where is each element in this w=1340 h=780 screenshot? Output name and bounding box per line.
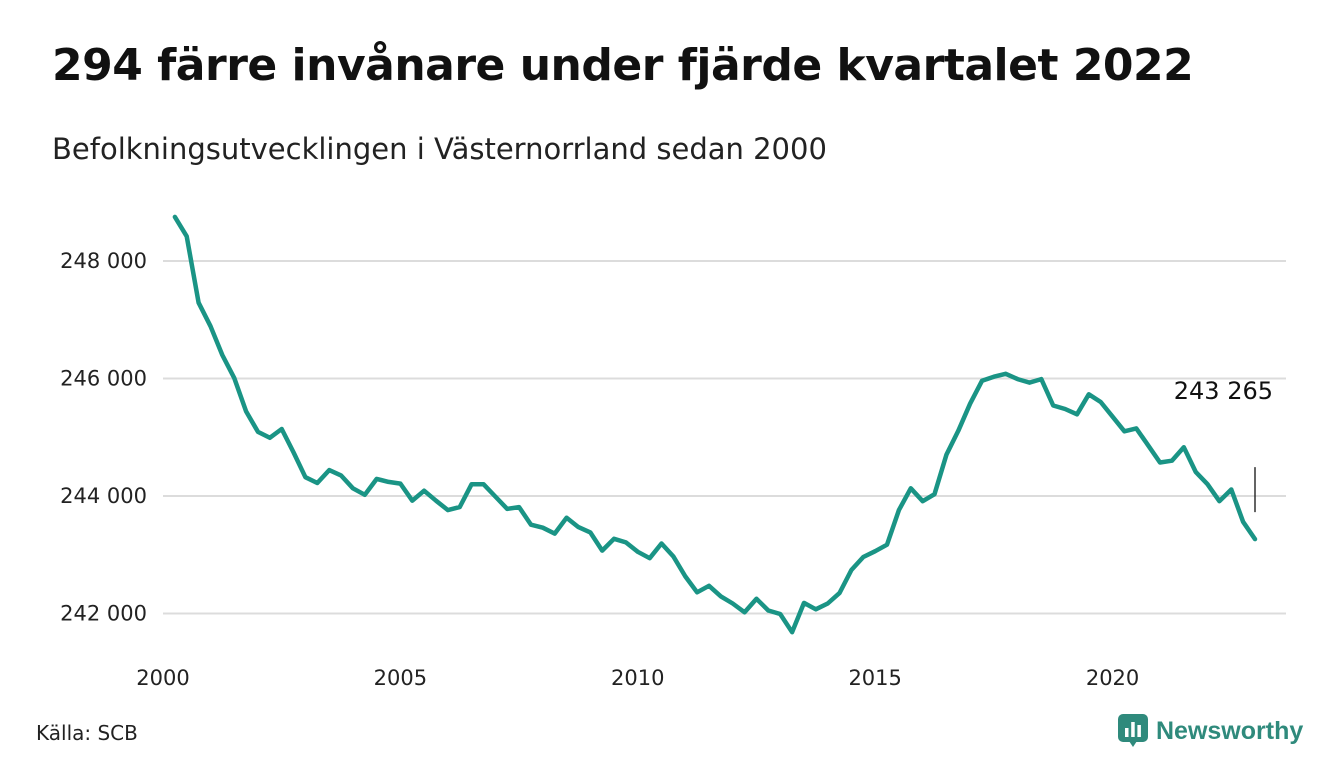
x-tick-label: 2015	[848, 666, 901, 690]
gridlines	[163, 259, 1286, 615]
x-tick-label: 2005	[374, 666, 427, 690]
x-axis-ticks: 2000 2005 2010 2015 2020	[136, 666, 1139, 690]
series-line	[172, 214, 1258, 635]
y-tick-label: 246 000	[60, 366, 147, 390]
y-tick-label: 244 000	[60, 484, 147, 508]
source-label: Källa: SCB	[36, 721, 138, 745]
brand-logo[interactable]: Newsworthy	[1118, 714, 1303, 748]
x-tick-label: 2010	[611, 666, 664, 690]
newsworthy-logo-icon	[1118, 714, 1148, 747]
y-axis-ticks: 242 000 244 000 246 000 248 000	[60, 249, 147, 625]
series-group	[172, 214, 1258, 635]
x-tick-label: 2020	[1086, 666, 1139, 690]
y-tick-label: 248 000	[60, 249, 147, 273]
chart-subtitle: Befolkningsutvecklingen i Västernorrland…	[52, 132, 827, 166]
end-value-label: 243 265	[1174, 377, 1273, 405]
x-tick-label: 2000	[136, 666, 189, 690]
y-tick-label: 242 000	[60, 601, 147, 625]
brand-name: Newsworthy	[1156, 716, 1304, 745]
chart-title: 294 färre invånare under fjärde kvartale…	[52, 40, 1194, 91]
end-annotation: 243 265	[1174, 377, 1273, 513]
